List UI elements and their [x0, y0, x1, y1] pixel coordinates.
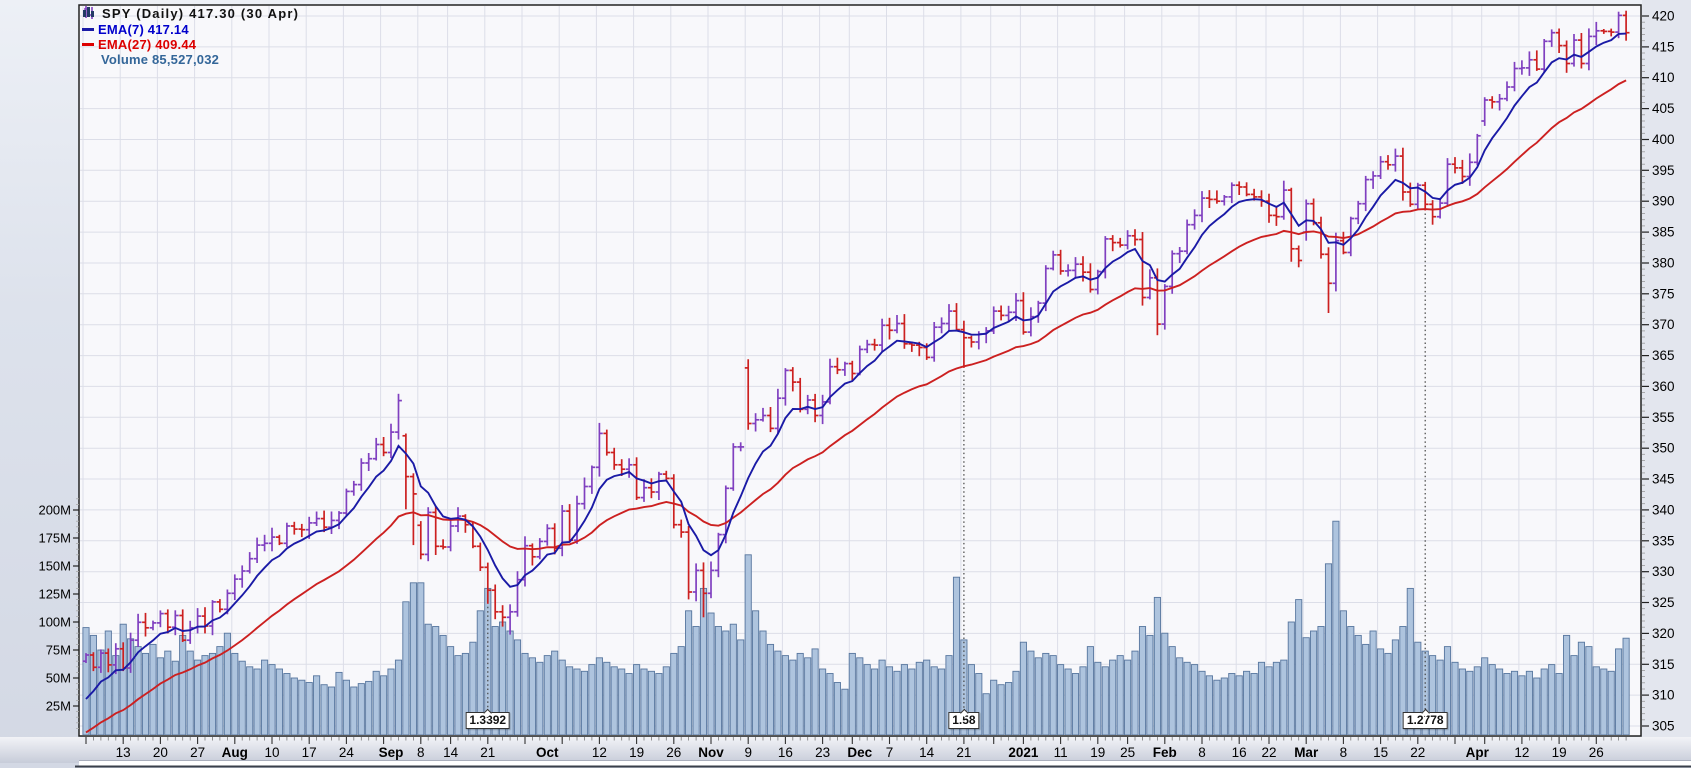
- svg-text:325: 325: [1652, 595, 1675, 610]
- svg-text:Nov: Nov: [698, 745, 724, 760]
- svg-text:15: 15: [1373, 745, 1388, 760]
- svg-text:12: 12: [592, 745, 607, 760]
- svg-text:8: 8: [1198, 745, 1206, 760]
- svg-text:370: 370: [1652, 317, 1675, 332]
- svg-text:415: 415: [1652, 39, 1675, 54]
- svg-text:9: 9: [744, 745, 752, 760]
- svg-text:405: 405: [1652, 101, 1675, 116]
- svg-text:310: 310: [1652, 688, 1675, 703]
- svg-text:75M: 75M: [46, 643, 71, 658]
- svg-text:Feb: Feb: [1153, 745, 1177, 760]
- svg-text:330: 330: [1652, 564, 1675, 579]
- svg-text:50M: 50M: [46, 671, 71, 686]
- svg-text:360: 360: [1652, 379, 1675, 394]
- svg-text:355: 355: [1652, 410, 1675, 425]
- svg-text:22: 22: [1261, 745, 1276, 760]
- svg-text:385: 385: [1652, 225, 1675, 240]
- svg-text:13: 13: [116, 745, 131, 760]
- svg-text:16: 16: [1232, 745, 1247, 760]
- svg-text:335: 335: [1652, 533, 1675, 548]
- svg-text:Mar: Mar: [1294, 745, 1319, 760]
- svg-text:14: 14: [443, 745, 459, 760]
- svg-text:21: 21: [480, 745, 495, 760]
- svg-text:23: 23: [815, 745, 830, 760]
- svg-text:400: 400: [1652, 132, 1675, 147]
- svg-text:395: 395: [1652, 163, 1675, 178]
- annotation-label-1: 1.3392: [465, 708, 511, 729]
- svg-text:Oct: Oct: [536, 745, 559, 760]
- svg-text:19: 19: [629, 745, 644, 760]
- annotation-value: 1.58: [952, 713, 976, 727]
- svg-text:22: 22: [1410, 745, 1425, 760]
- svg-text:390: 390: [1652, 194, 1675, 209]
- svg-text:365: 365: [1652, 348, 1675, 363]
- svg-text:Dec: Dec: [847, 745, 872, 760]
- ema7-line-swatch: [82, 28, 94, 31]
- chart-title: SPY (Daily) 417.30 (30 Apr): [102, 6, 300, 21]
- svg-text:25: 25: [1120, 745, 1135, 760]
- svg-text:20: 20: [153, 745, 168, 760]
- svg-text:125M: 125M: [38, 587, 71, 602]
- svg-text:19: 19: [1090, 745, 1105, 760]
- svg-text:380: 380: [1652, 256, 1675, 271]
- annotation-label-3: 1.2778: [1402, 708, 1448, 729]
- svg-text:26: 26: [1589, 745, 1604, 760]
- svg-text:16: 16: [778, 745, 793, 760]
- svg-text:410: 410: [1652, 70, 1675, 85]
- svg-text:19: 19: [1552, 745, 1567, 760]
- svg-text:350: 350: [1652, 441, 1675, 456]
- svg-text:8: 8: [1340, 745, 1348, 760]
- svg-text:320: 320: [1652, 626, 1675, 641]
- svg-text:305: 305: [1652, 719, 1675, 734]
- ema7-legend-label: EMA(7) 417.14: [98, 22, 189, 37]
- svg-text:375: 375: [1652, 286, 1675, 301]
- annotation-label-2: 1.58: [948, 708, 980, 729]
- svg-text:27: 27: [190, 745, 205, 760]
- svg-text:Apr: Apr: [1466, 745, 1490, 760]
- svg-text:11: 11: [1054, 745, 1068, 760]
- svg-text:100M: 100M: [38, 615, 71, 630]
- annotation-value: 1.2778: [1406, 713, 1444, 727]
- svg-text:175M: 175M: [38, 531, 71, 546]
- svg-text:10: 10: [264, 745, 279, 760]
- svg-text:12: 12: [1514, 745, 1529, 760]
- ema27-line-swatch: [82, 43, 94, 46]
- svg-text:21: 21: [956, 745, 971, 760]
- svg-text:Aug: Aug: [222, 745, 248, 760]
- svg-text:345: 345: [1652, 472, 1675, 487]
- svg-text:8: 8: [417, 745, 425, 760]
- chart-legend: SPY (Daily) 417.30 (30 Apr) EMA(7) 417.1…: [82, 5, 299, 67]
- svg-text:25M: 25M: [46, 699, 71, 714]
- svg-text:420: 420: [1652, 9, 1675, 24]
- svg-text:14: 14: [919, 745, 935, 760]
- svg-text:340: 340: [1652, 502, 1675, 517]
- volume-legend-label: Volume 85,527,032: [101, 52, 220, 67]
- svg-text:17: 17: [302, 745, 317, 760]
- annotation-value: 1.3392: [469, 713, 507, 727]
- svg-text:26: 26: [666, 745, 681, 760]
- svg-text:24: 24: [339, 745, 355, 760]
- svg-text:Sep: Sep: [379, 745, 404, 760]
- svg-text:200M: 200M: [38, 503, 71, 518]
- svg-text:150M: 150M: [38, 559, 71, 574]
- volume-bars-icon: [82, 7, 97, 66]
- svg-text:7: 7: [886, 745, 894, 760]
- ema27-legend-label: EMA(27) 409.44: [98, 37, 197, 52]
- svg-text:315: 315: [1652, 657, 1675, 672]
- svg-text:2021: 2021: [1008, 745, 1039, 760]
